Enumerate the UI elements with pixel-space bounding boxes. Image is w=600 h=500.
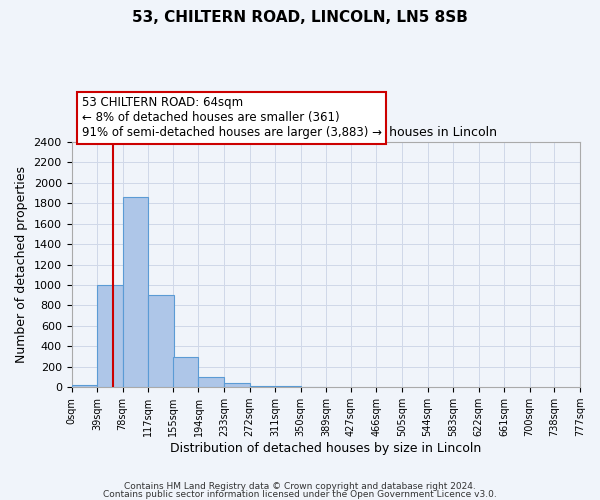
Title: Size of property relative to detached houses in Lincoln: Size of property relative to detached ho… xyxy=(155,126,497,140)
Bar xyxy=(224,383,250,387)
X-axis label: Distribution of detached houses by size in Lincoln: Distribution of detached houses by size … xyxy=(170,442,481,455)
Bar xyxy=(250,386,275,387)
Bar xyxy=(148,295,173,387)
Text: 53, CHILTERN ROAD, LINCOLN, LN5 8SB: 53, CHILTERN ROAD, LINCOLN, LN5 8SB xyxy=(132,10,468,25)
Bar xyxy=(122,197,148,387)
Text: Contains public sector information licensed under the Open Government Licence v3: Contains public sector information licen… xyxy=(103,490,497,499)
Bar xyxy=(173,356,199,387)
Bar xyxy=(275,386,301,387)
Text: 53 CHILTERN ROAD: 64sqm
← 8% of detached houses are smaller (361)
91% of semi-de: 53 CHILTERN ROAD: 64sqm ← 8% of detached… xyxy=(82,96,382,140)
Bar xyxy=(71,385,97,387)
Bar xyxy=(199,377,224,387)
Bar xyxy=(301,386,326,387)
Y-axis label: Number of detached properties: Number of detached properties xyxy=(15,166,28,363)
Bar xyxy=(97,285,122,387)
Text: Contains HM Land Registry data © Crown copyright and database right 2024.: Contains HM Land Registry data © Crown c… xyxy=(124,482,476,491)
